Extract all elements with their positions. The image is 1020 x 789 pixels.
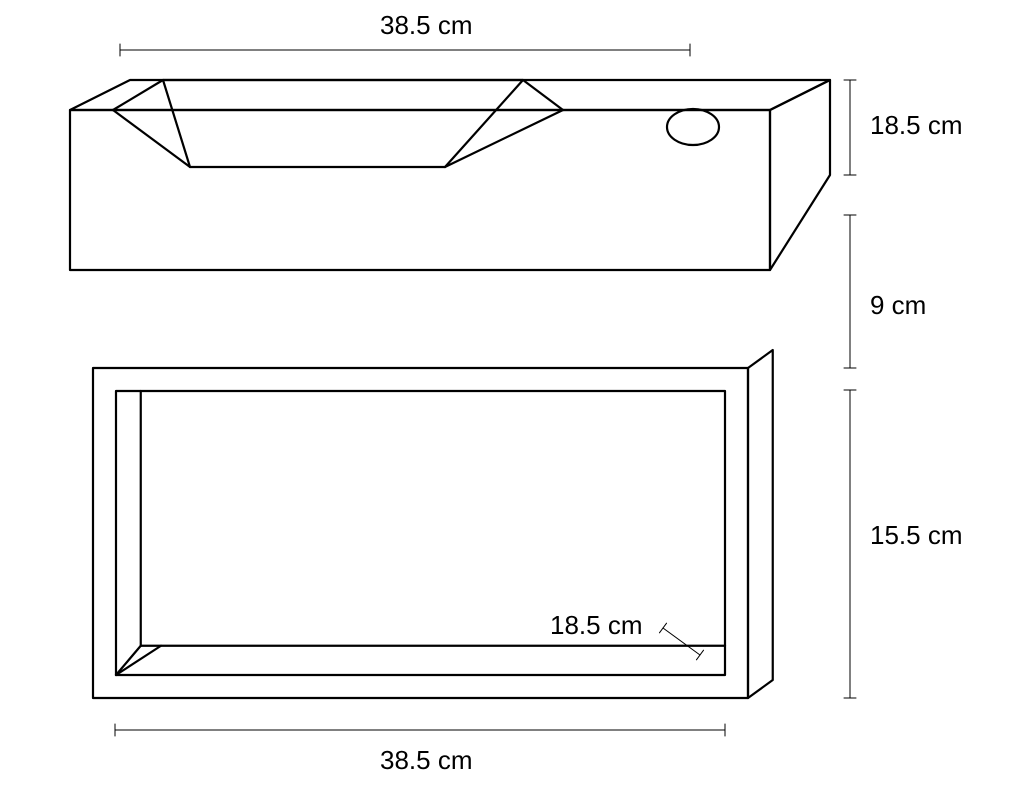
diagram-stage: 38.5 cm 38.5 cm 18.5 cm 9 cm 15.5 cm 18.…: [0, 0, 1020, 789]
label-top-width: 38.5 cm: [380, 10, 473, 41]
label-right-h1: 9 cm: [870, 290, 926, 321]
label-right-h2: 15.5 cm: [870, 520, 963, 551]
label-inner-depth: 18.5 cm: [550, 610, 643, 641]
dimension-drawing: [0, 0, 1020, 789]
label-bottom-width: 38.5 cm: [380, 745, 473, 776]
label-right-depth: 18.5 cm: [870, 110, 963, 141]
